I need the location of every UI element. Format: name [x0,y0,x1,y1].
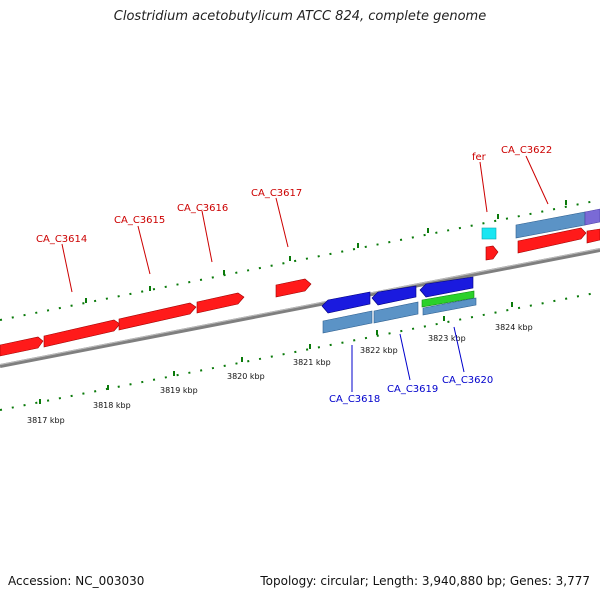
gene-label[interactable]: fer [472,152,487,163]
scale-labels: 3817 kbp 3818 kbp 3819 kbp 3820 kbp 3821… [27,323,533,425]
gene-label[interactable]: CA_C3620 [442,375,493,386]
genome-backbone-highlight [0,248,600,366]
map-title: Clostridium acetobutylicum ATCC 824, com… [113,9,487,24]
gene-arrow-forward[interactable] [517,227,587,254]
gene-arrow-reverse[interactable] [419,276,474,298]
gene-arrow-forward[interactable] [118,302,197,331]
gene-arrow-forward[interactable] [0,336,44,357]
feature-block-steelblue[interactable] [373,301,419,324]
scale-label: 3819 kbp [160,386,198,395]
lower-major-ticks [39,302,513,404]
gene-label[interactable]: CA_C3615 [114,215,165,226]
scale-label: 3822 kbp [360,346,398,355]
upper-tick-row [0,199,600,321]
gene-label[interactable]: CA_C3614 [36,234,87,245]
feature-block-green[interactable] [421,290,475,308]
gene-label[interactable]: CA_C3616 [177,203,228,214]
gene-label[interactable]: CA_C3619 [387,384,438,395]
scale-label: 3823 kbp [428,334,466,343]
gene-arrow-forward[interactable] [275,278,312,298]
gene-arrow-forward[interactable] [43,319,121,348]
feature-block-steelblue[interactable] [322,310,373,334]
genome-backbone [0,248,600,368]
upper-major-ticks [85,200,567,303]
gene-arrow-forward[interactable] [586,228,600,244]
gene-arrow-reverse[interactable] [371,285,417,306]
gene-arrow-forward[interactable] [485,245,499,261]
forward-gene-labels: CA_C3614 CA_C3615 CA_C3616 CA_C3617 fer … [36,145,552,245]
forward-gene-arrows[interactable] [0,227,600,357]
reverse-leader-lines [351,326,465,392]
scale-label: 3821 kbp [293,358,331,367]
accession-text: Accession: NC_003030 [8,574,145,588]
feature-block-cyan[interactable] [481,227,497,240]
scale-label: 3818 kbp [93,401,131,410]
gene-arrow-forward[interactable] [196,292,245,314]
scale-label: 3820 kbp [227,372,265,381]
reverse-gene-arrows[interactable] [321,276,474,314]
feature-block-steelblue[interactable] [422,297,477,316]
forward-leader-lines [61,155,549,293]
gene-label[interactable]: CA_C3617 [251,188,302,199]
gene-label[interactable]: CA_C3618 [329,394,380,405]
genome-summary-text: Topology: circular; Length: 3,940,880 bp… [260,574,590,588]
scale-label: 3817 kbp [27,416,65,425]
reverse-gene-labels: CA_C3618 CA_C3619 CA_C3620 [329,375,493,405]
gene-arrow-reverse[interactable] [321,291,371,314]
gene-label[interactable]: CA_C3622 [501,145,552,156]
feature-block-purple[interactable] [584,208,600,226]
scale-label: 3824 kbp [495,323,533,332]
